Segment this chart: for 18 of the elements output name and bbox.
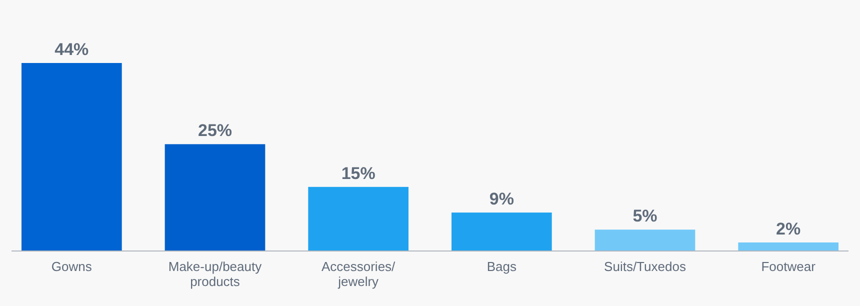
x-tick-label: Suits/Tuxedos	[604, 259, 686, 274]
data-label: 44%	[54, 40, 89, 59]
bar	[308, 186, 408, 251]
bar	[594, 230, 696, 251]
bar	[22, 63, 122, 251]
bar	[452, 212, 552, 251]
x-tick-label: Gowns	[51, 259, 92, 274]
bar	[738, 242, 838, 251]
bar	[164, 144, 266, 251]
x-tick-label: Bags	[486, 259, 517, 274]
x-tick-label: Footwear	[761, 259, 816, 274]
data-label: 5%	[632, 206, 658, 226]
x-tick-label: Accessories/ jewelry	[321, 259, 396, 289]
data-label: 2%	[776, 219, 801, 238]
x-tick-label: Make-up/beauty products	[168, 259, 262, 289]
data-label: 25%	[198, 121, 232, 140]
data-label: 9%	[489, 190, 514, 209]
data-label: 15%	[341, 164, 376, 183]
